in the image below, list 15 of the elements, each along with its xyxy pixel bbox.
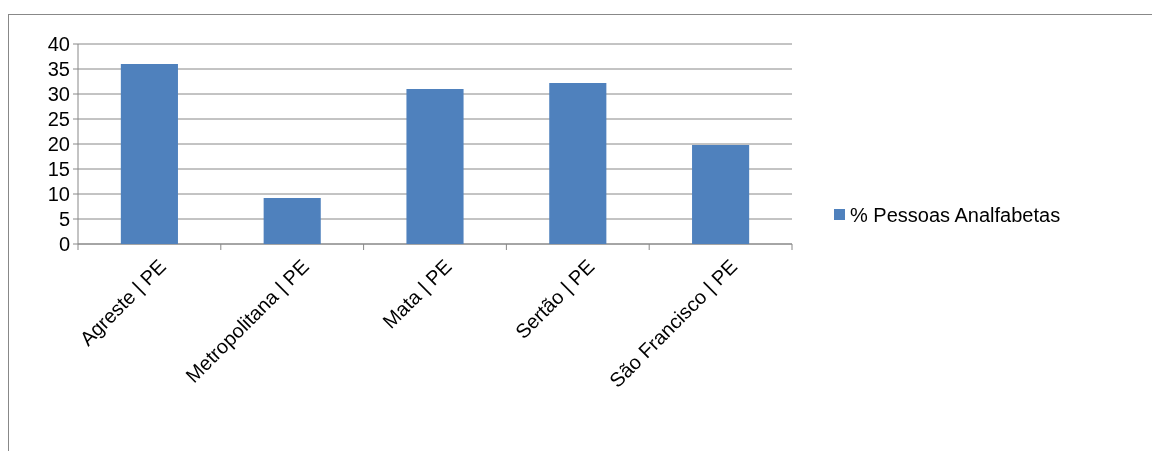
y-tick-label: 10 <box>47 183 70 205</box>
y-tick-label: 30 <box>47 83 70 105</box>
y-tick-label: 5 <box>58 208 70 230</box>
bar <box>692 145 750 244</box>
bar <box>549 83 607 244</box>
bar <box>120 64 178 244</box>
bar <box>406 89 464 244</box>
y-tick-label: 15 <box>47 158 70 180</box>
bar <box>263 198 321 244</box>
y-tick-label: 20 <box>47 133 70 155</box>
y-tick-label: 25 <box>47 108 70 130</box>
y-tick-label: 35 <box>47 58 70 80</box>
legend-label: % Pessoas Analfabetas <box>850 204 1061 226</box>
y-tick-label: 0 <box>58 233 70 255</box>
y-tick-label: 40 <box>47 33 70 55</box>
